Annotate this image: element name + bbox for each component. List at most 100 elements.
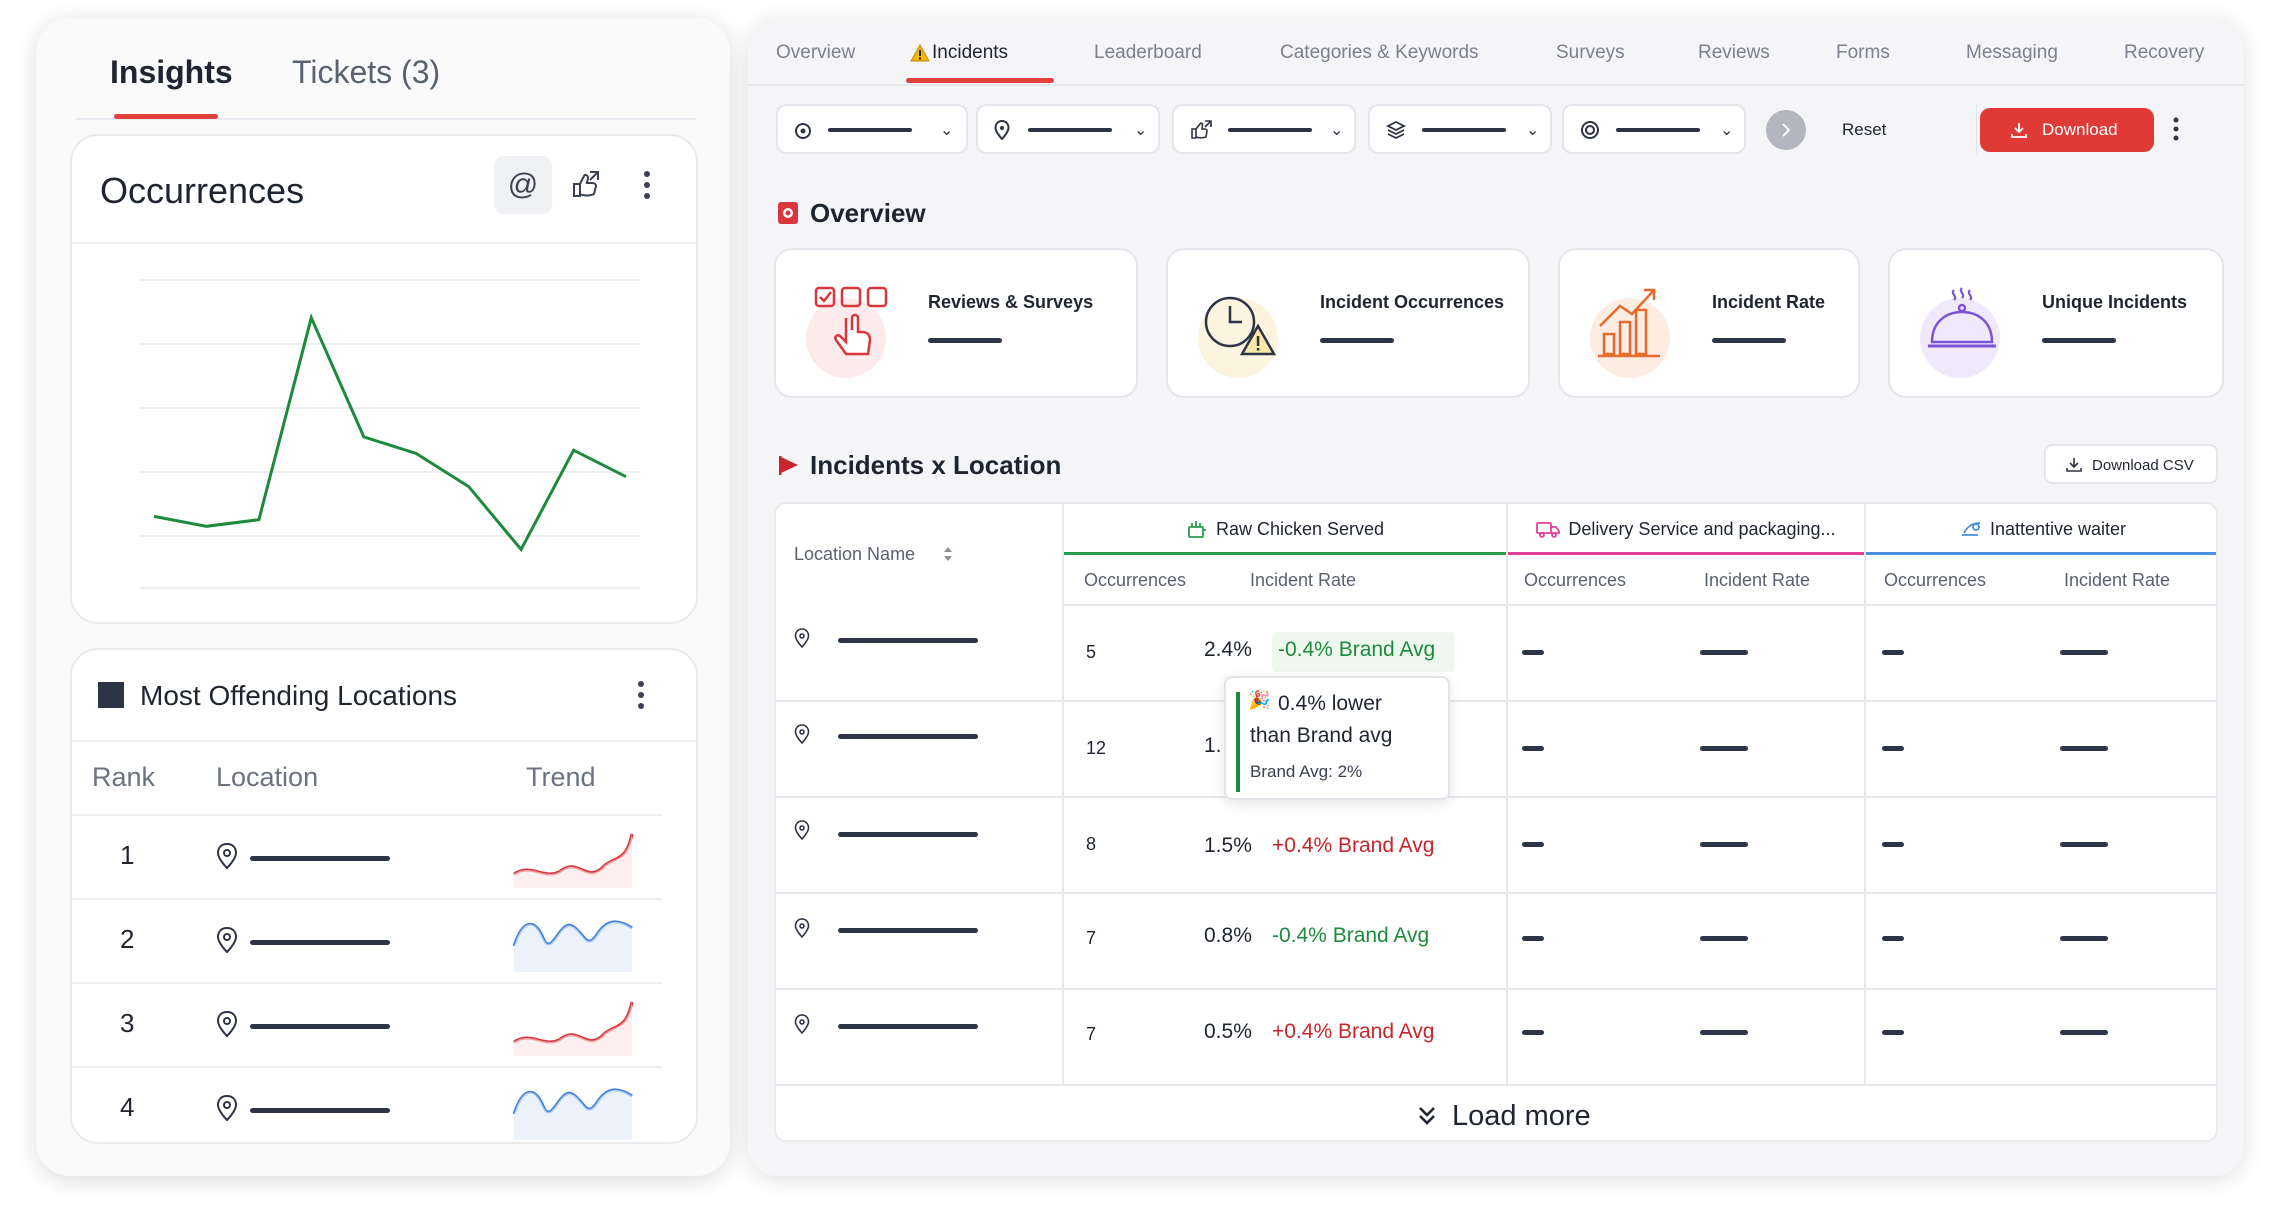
- group-accent-line: [1064, 552, 1506, 555]
- section-square-icon: [98, 682, 124, 708]
- next-arrow-button[interactable]: [1766, 110, 1806, 150]
- column-divider: [1864, 504, 1866, 1104]
- incidents-panel: Overview Incidents Leaderboard Categorie…: [748, 18, 2244, 1176]
- group-accent-line: [1508, 552, 1864, 555]
- filter-value-placeholder: [1616, 128, 1700, 132]
- rank-value: 1: [120, 840, 135, 870]
- download-button[interactable]: Download: [1980, 108, 2154, 152]
- brand-avg-delta[interactable]: -0.4% Brand Avg: [1272, 924, 1430, 947]
- occurrences-value: 8: [1086, 834, 1097, 854]
- empty-value: [1522, 746, 1544, 751]
- rank-value: 3: [120, 1008, 135, 1038]
- party-popper-icon: 🎉: [1248, 690, 1271, 710]
- load-more-button[interactable]: Load more: [776, 1086, 2216, 1140]
- tab-categories-keywords[interactable]: Categories & Keywords: [1280, 42, 1479, 63]
- group-label: Raw Chicken Served: [1215, 518, 1385, 539]
- warning-icon: [910, 44, 930, 62]
- brand-avg-delta[interactable]: -0.4% Brand Avg: [1278, 638, 1436, 661]
- filter-dropdown-2[interactable]: ⌄: [976, 104, 1160, 154]
- incident-rate-value: 1.: [1204, 734, 1222, 757]
- download-csv-button[interactable]: Download CSV: [2044, 444, 2218, 484]
- empty-value: [2060, 746, 2108, 751]
- table-row[interactable]: 3: [72, 982, 662, 1066]
- tab-incidents[interactable]: Incidents: [932, 42, 1009, 63]
- series-line: [153, 313, 627, 553]
- empty-value: [1522, 842, 1544, 847]
- table-row[interactable]: 1: [72, 814, 662, 898]
- occurrences-line-chart: [140, 279, 640, 589]
- tab-leaderboard[interactable]: Leaderboard: [1094, 42, 1202, 63]
- siren-icon: [778, 202, 798, 224]
- occurrences-card: Occurrences @: [70, 134, 698, 624]
- filter-dropdown-4[interactable]: ⌄: [1368, 104, 1552, 154]
- filter-value-placeholder: [1422, 128, 1506, 132]
- filter-value-placeholder: [1028, 128, 1112, 132]
- delivery-truck-icon: [1536, 522, 1561, 538]
- sort-icon[interactable]: [942, 544, 954, 564]
- filter-dropdown-5[interactable]: ⌄: [1562, 104, 1746, 154]
- tooltip-line-1: 0.4% lower: [1278, 692, 1382, 715]
- trend-header: Trend: [526, 762, 596, 792]
- tab-messaging[interactable]: Messaging: [1966, 42, 2058, 63]
- column-divider: [1062, 504, 1064, 1104]
- location-pin-icon: [794, 724, 810, 744]
- filter-value-placeholder: [828, 128, 912, 132]
- location-name-header[interactable]: Location Name: [794, 544, 916, 564]
- kpi-value-placeholder: [1320, 338, 1394, 343]
- kpi-incident-occurrences[interactable]: Incident Occurrences: [1166, 248, 1530, 398]
- occurrences-value: 7: [1086, 928, 1097, 948]
- empty-value: [1700, 1030, 1748, 1035]
- filter-dropdown-3[interactable]: ⌄: [1172, 104, 1356, 154]
- kpi-reviews-surveys[interactable]: Reviews & Surveys: [774, 248, 1138, 398]
- location-name-placeholder: [838, 1024, 978, 1029]
- filter-dropdown-1[interactable]: ⌄: [776, 104, 968, 154]
- food-icon: [1188, 521, 1206, 538]
- empty-value: [1700, 936, 1748, 941]
- kpi-value-placeholder: [928, 338, 1002, 343]
- tab-recovery[interactable]: Recovery: [2124, 42, 2205, 63]
- tab-tickets[interactable]: Tickets (3): [292, 54, 441, 90]
- trend-wave-sparkline: [512, 920, 633, 972]
- tab-overview[interactable]: Overview: [776, 42, 856, 63]
- location-pin-icon: [794, 918, 810, 938]
- main-tabs: Overview Incidents Leaderboard Categorie…: [748, 18, 2244, 86]
- location-name-placeholder: [838, 734, 978, 739]
- location-name-placeholder: [250, 856, 390, 861]
- brand-avg-delta[interactable]: +0.4% Brand Avg: [1272, 834, 1435, 857]
- group-accent-line: [1866, 552, 2216, 555]
- location-pin-icon: [794, 628, 810, 648]
- location-name-placeholder: [250, 1024, 390, 1029]
- kpi-incident-rate[interactable]: Incident Rate: [1558, 248, 1860, 398]
- table-row[interactable]: 4: [72, 1066, 662, 1150]
- more-vertical-icon[interactable]: [612, 666, 670, 724]
- rank-header: Rank: [92, 762, 156, 792]
- table-row[interactable]: 2: [72, 898, 662, 982]
- insights-panel: Insights Tickets (3) Occurrences @ Most …: [36, 18, 730, 1176]
- trend-up-sparkline: [513, 833, 634, 888]
- tab-reviews[interactable]: Reviews: [1698, 42, 1770, 63]
- download-csv-label: Download CSV: [2092, 457, 2194, 474]
- tab-insights[interactable]: Insights: [110, 54, 233, 90]
- share-icon[interactable]: [556, 156, 614, 214]
- tab-forms[interactable]: Forms: [1836, 42, 1890, 63]
- brand-avg-delta[interactable]: +0.4% Brand Avg: [1272, 1020, 1435, 1043]
- kpi-label: Incident Occurrences: [1320, 292, 1505, 312]
- card-divider: [72, 740, 696, 742]
- at-icon[interactable]: @: [494, 156, 552, 214]
- growth-chart-icon: [1598, 288, 1660, 358]
- location-name-placeholder: [838, 638, 978, 643]
- row-divider: [776, 796, 2216, 798]
- empty-value: [1700, 650, 1748, 655]
- more-vertical-icon[interactable]: [2172, 116, 2180, 142]
- kpi-unique-incidents[interactable]: Unique Incidents: [1888, 248, 2224, 398]
- tooltip-accent-bar: [1236, 692, 1240, 792]
- cloche-icon: [1928, 287, 1996, 348]
- reset-button[interactable]: Reset: [1842, 120, 1887, 139]
- empty-value: [1700, 842, 1748, 847]
- more-vertical-icon[interactable]: [618, 156, 676, 214]
- tab-surveys[interactable]: Surveys: [1556, 42, 1625, 63]
- download-icon: [2011, 123, 2027, 138]
- chevron-down-icon: ⌄: [1134, 122, 1148, 139]
- occurrences-value: 7: [1086, 1024, 1097, 1044]
- checklist-pointer-icon: [814, 286, 888, 356]
